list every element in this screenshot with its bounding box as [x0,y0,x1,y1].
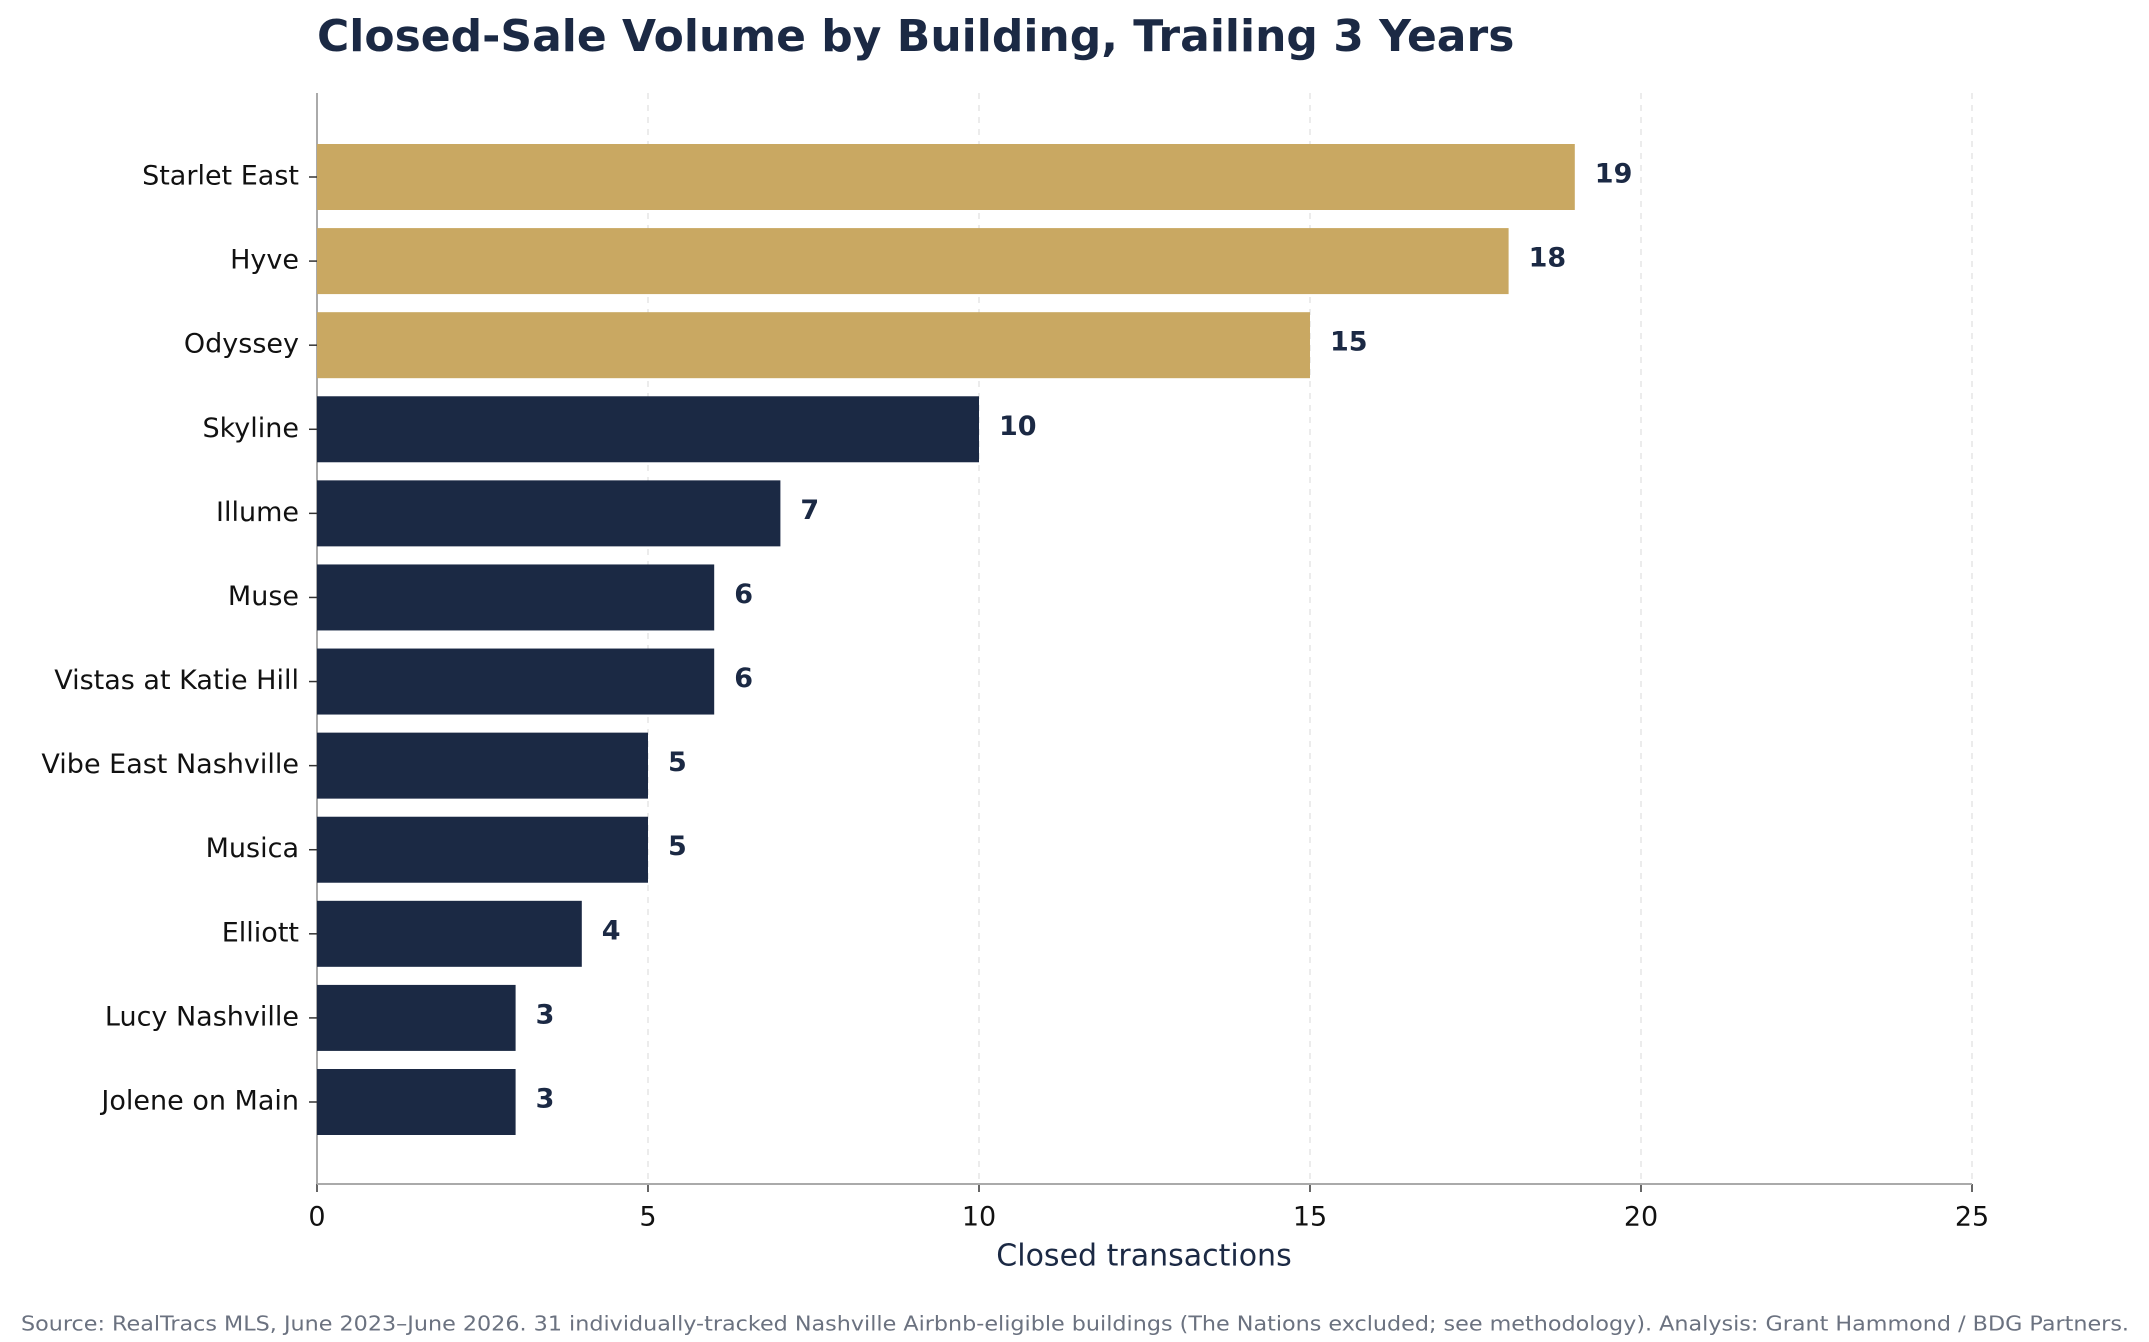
bar [317,144,1575,210]
bar [317,396,979,463]
value-label: 4 [602,915,621,946]
value-label: 3 [536,1084,555,1115]
y-tick-label: Musica [206,833,299,864]
bar [317,648,715,715]
y-tick-label: Vistas at Katie Hill [54,665,299,696]
value-label: 6 [734,579,753,610]
x-tick-label: 5 [639,1202,656,1233]
value-label: 3 [536,999,555,1030]
y-tick-label: Jolene on Main [99,1086,299,1117]
y-tick-label: Elliott [222,917,299,948]
y-tick-label: Illume [216,497,299,528]
bar [317,984,516,1051]
x-tick-label: 10 [962,1202,996,1233]
bar [317,900,582,967]
y-tick-label: Starlet East [142,161,299,192]
value-label: 10 [999,411,1037,442]
x-tick-label: 0 [308,1202,325,1233]
y-tick-label: Hyve [230,245,299,276]
y-tick-label: Lucy Nashville [105,1001,299,1032]
bar [317,816,648,883]
bar [317,480,781,547]
bar [317,1069,516,1135]
value-label: 5 [668,747,687,778]
bar [317,732,648,799]
value-label: 5 [668,831,687,862]
value-label: 15 [1330,327,1368,358]
source-note: Source: RealTracs MLS, June 2023–June 20… [21,1312,2129,1336]
x-tick-label: 15 [1293,1202,1327,1233]
bar [317,312,1310,379]
y-tick-label: Muse [228,581,299,612]
bar [317,228,1509,295]
value-label: 7 [800,495,819,526]
value-label: 6 [734,663,753,694]
value-label: 18 [1529,243,1567,274]
y-tick-label: Odyssey [184,329,299,360]
chart-title: Closed-Sale Volume by Building, Trailing… [317,11,1514,62]
bar [317,564,715,631]
y-tick-label: Vibe East Nashville [41,749,299,780]
x-tick-label: 20 [1624,1202,1658,1233]
x-axis-label: Closed transactions [996,1239,1291,1274]
value-label: 19 [1595,159,1633,190]
x-tick-label: 25 [1955,1202,1989,1233]
y-tick-label: Skyline [202,413,299,444]
